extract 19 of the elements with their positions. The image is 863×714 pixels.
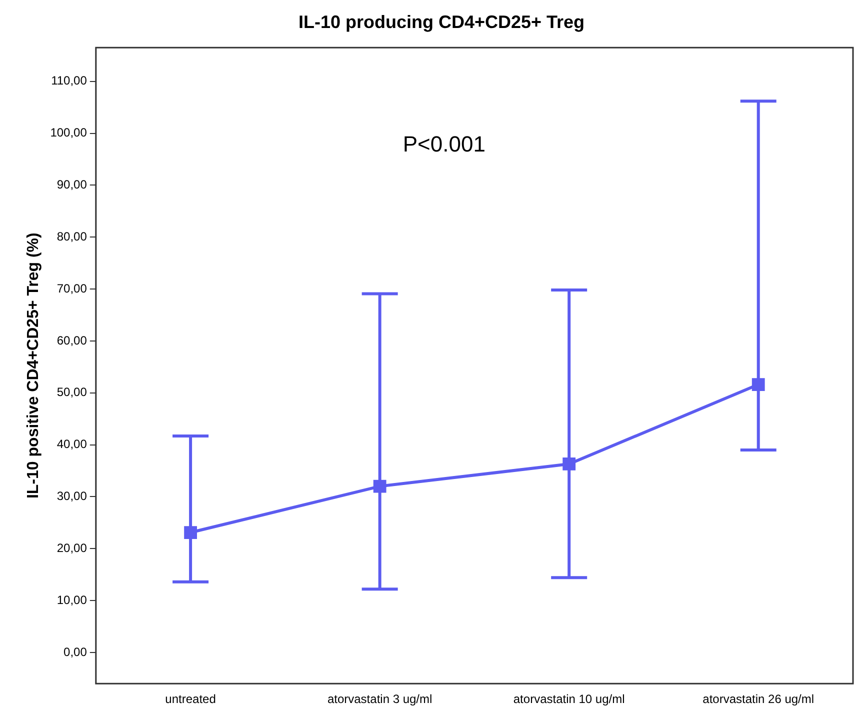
x-tick-label: atorvastatin 10 ug/ml <box>513 692 625 706</box>
y-tick-label: 90,00 <box>56 177 88 192</box>
x-tick-label: untreated <box>165 692 216 706</box>
y-tick-label: 60,00 <box>56 333 88 348</box>
y-tick-label: 30,00 <box>56 489 88 504</box>
y-tick-label: 80,00 <box>56 229 88 244</box>
y-tick-label: 110,00 <box>51 74 88 88</box>
y-tick-label: 10,00 <box>56 592 88 607</box>
y-axis-title: IL-10 positive CD4+CD25+ Treg (%) <box>25 232 42 499</box>
annotation: P<0.001 <box>402 132 486 157</box>
y-tick-label: 40,00 <box>56 437 88 452</box>
x-tick-label: atorvastatin 26 ug/ml <box>702 692 814 706</box>
y-tick-label: 20,00 <box>56 540 88 555</box>
y-tick-label: 50,00 <box>56 385 88 400</box>
x-tick-label: atorvastatin 3 ug/ml <box>327 692 432 706</box>
y-tick-label: 0,00 <box>64 644 88 659</box>
y-tick-label: 70,00 <box>56 281 88 296</box>
chart-title: IL-10 producing CD4+CD25+ Treg <box>298 12 585 32</box>
y-tick-label: 100,00 <box>50 126 88 140</box>
